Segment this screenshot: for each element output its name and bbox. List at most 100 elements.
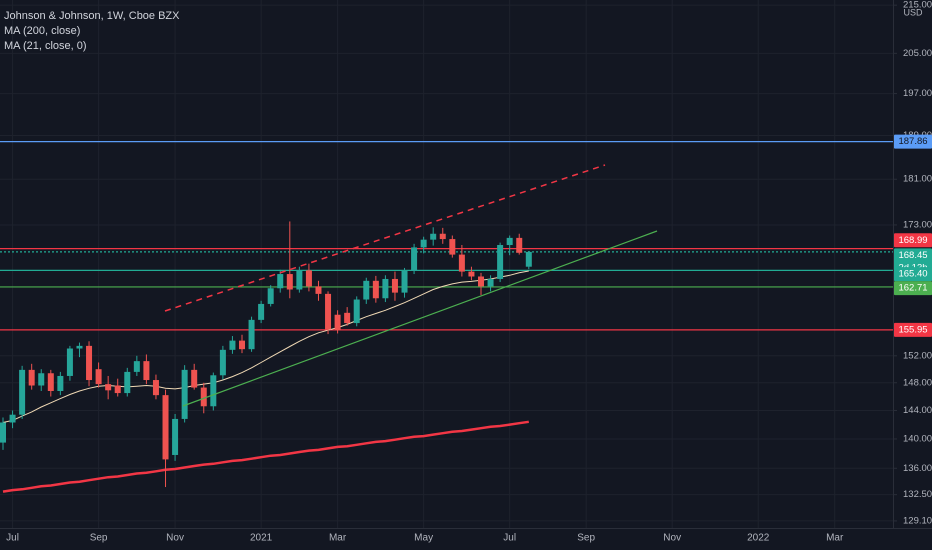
x-tick-label: Jul xyxy=(6,533,19,544)
x-tick-label: May xyxy=(414,533,433,544)
indicator-legend[interactable]: MA (200, close) xyxy=(4,25,80,37)
indicator-legend[interactable]: MA (21, close, 0) xyxy=(4,40,87,52)
x-tick-label: 2022 xyxy=(747,533,770,544)
candle-body xyxy=(143,361,150,381)
trend-channel-line xyxy=(164,164,606,312)
candle-body xyxy=(239,340,245,350)
candle-body xyxy=(47,373,54,392)
plot-area xyxy=(0,141,893,493)
price-label-bg xyxy=(894,322,932,337)
candle-body xyxy=(439,233,446,240)
candle-body xyxy=(28,369,35,386)
price-label: 168.99 xyxy=(898,235,927,246)
candle-body xyxy=(105,384,112,391)
candle-body xyxy=(487,278,494,287)
candle-body xyxy=(191,369,198,388)
x-tick-label: Sep xyxy=(90,533,108,544)
x-tick-label: Jul xyxy=(503,533,516,544)
price-label: 187.86 xyxy=(898,136,927,147)
candle-body xyxy=(430,233,437,240)
candle-body xyxy=(286,274,293,290)
candle-body xyxy=(124,371,131,394)
y-tick-label: 140.00 xyxy=(903,433,932,444)
x-tick-label: Mar xyxy=(826,533,844,544)
candle-body xyxy=(57,375,64,392)
candle-body xyxy=(325,293,332,330)
candle-body xyxy=(401,270,408,293)
candle-body xyxy=(458,254,465,272)
price-label: 162.71 xyxy=(898,283,927,294)
candle-body xyxy=(86,345,93,381)
candle-body xyxy=(525,251,532,267)
candle-body xyxy=(382,278,389,299)
price-axis: 129.10 132.50 136.00 140.00 144.00 148.00 152.… xyxy=(6,0,932,544)
candle-body xyxy=(210,375,217,407)
price-label-bg xyxy=(894,281,932,296)
candle-body xyxy=(478,276,484,287)
candle-body xyxy=(277,274,284,289)
candle-body xyxy=(516,237,523,253)
candle-body xyxy=(449,239,456,255)
candle-body xyxy=(172,418,179,455)
candle-body xyxy=(66,348,73,376)
candle-body xyxy=(200,387,207,407)
candle-body xyxy=(38,373,45,386)
candle-body xyxy=(76,345,83,349)
y-tick-label: 132.50 xyxy=(903,489,932,500)
price-label-bg xyxy=(894,233,932,248)
trend-line xyxy=(182,230,658,407)
candle-body xyxy=(506,237,513,246)
price-label: 168.45 xyxy=(898,250,927,261)
x-tick-label: 2021 xyxy=(250,533,273,544)
candle-body xyxy=(344,312,351,324)
symbol-title[interactable]: Johnson & Johnson, 1W, Cboe BZX xyxy=(4,10,180,22)
moving-average-line xyxy=(2,420,529,493)
candle-body xyxy=(363,280,370,300)
candle-body xyxy=(114,385,121,394)
candle-body xyxy=(411,247,418,271)
y-tick-label: 144.00 xyxy=(903,405,932,416)
y-tick-label: 215.00 xyxy=(903,0,932,11)
x-tick-label: Nov xyxy=(166,533,184,544)
y-tick-label: 148.00 xyxy=(903,377,932,388)
candle-body xyxy=(9,414,16,423)
grid xyxy=(0,0,893,528)
candle-body xyxy=(258,303,265,320)
candle-body xyxy=(334,314,341,331)
y-tick-label: 129.10 xyxy=(903,515,932,526)
candle-body xyxy=(497,245,504,279)
x-tick-label: Nov xyxy=(663,533,681,544)
candle-body xyxy=(420,239,427,248)
candle-body xyxy=(133,361,140,372)
y-tick-label: 181.00 xyxy=(903,174,932,185)
price-label-bg xyxy=(894,134,932,149)
candle-body xyxy=(19,369,26,415)
candle-body xyxy=(315,286,322,294)
candle-body xyxy=(305,270,312,287)
candle-body xyxy=(95,369,102,385)
candle-body xyxy=(181,369,188,419)
candle-body xyxy=(372,280,379,299)
price-label: 155.95 xyxy=(898,324,927,335)
y-tick-label: 173.00 xyxy=(903,219,932,230)
y-tick-label: 197.00 xyxy=(903,88,932,99)
price-label: 165.40 xyxy=(898,269,927,280)
candle-body xyxy=(267,288,274,304)
price-label-bg xyxy=(894,267,932,282)
candle-body xyxy=(219,349,226,376)
candle-body xyxy=(248,319,255,350)
x-tick-label: Mar xyxy=(329,533,347,544)
currency-label: USD xyxy=(903,7,923,17)
x-tick-label: Sep xyxy=(577,533,595,544)
candle-body xyxy=(391,278,398,293)
candle-body xyxy=(152,380,159,396)
y-tick-label: 136.00 xyxy=(903,463,932,474)
candle-body xyxy=(0,422,6,443)
candle-body xyxy=(296,270,303,290)
moving-average-line xyxy=(2,270,529,423)
y-tick-label: 152.00 xyxy=(903,350,932,361)
